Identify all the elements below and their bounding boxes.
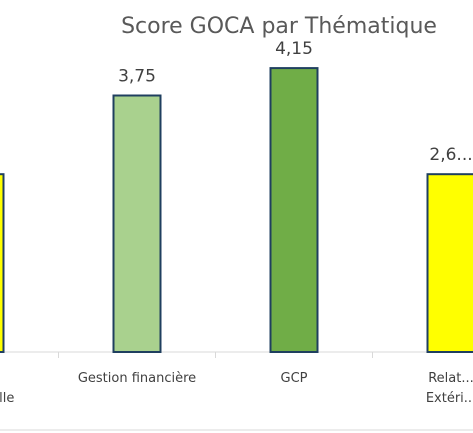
x-tick-label: Gestion financière: [78, 371, 196, 386]
data-label: 4,15: [275, 39, 313, 59]
x-tick-label: ...tionnelle: [0, 391, 14, 406]
bars-group: [0, 67, 473, 353]
x-tick-label: Relat...: [428, 371, 473, 386]
bar: [269, 67, 319, 353]
data-label: 2,6...: [429, 145, 472, 165]
chart-title: Score GOCA par Thématique: [121, 14, 437, 39]
value-labels-group: ...603,754,152,6...: [118, 39, 473, 165]
x-ticks-group: ...tion...tionnelleGestion financièreGCP…: [0, 352, 473, 406]
x-tick-label: Extéri...: [426, 391, 473, 406]
x-tick-label: GCP: [281, 371, 308, 386]
bar: [0, 173, 5, 353]
data-label: 3,75: [118, 67, 156, 87]
bar: [112, 94, 162, 353]
bar: [426, 173, 473, 353]
